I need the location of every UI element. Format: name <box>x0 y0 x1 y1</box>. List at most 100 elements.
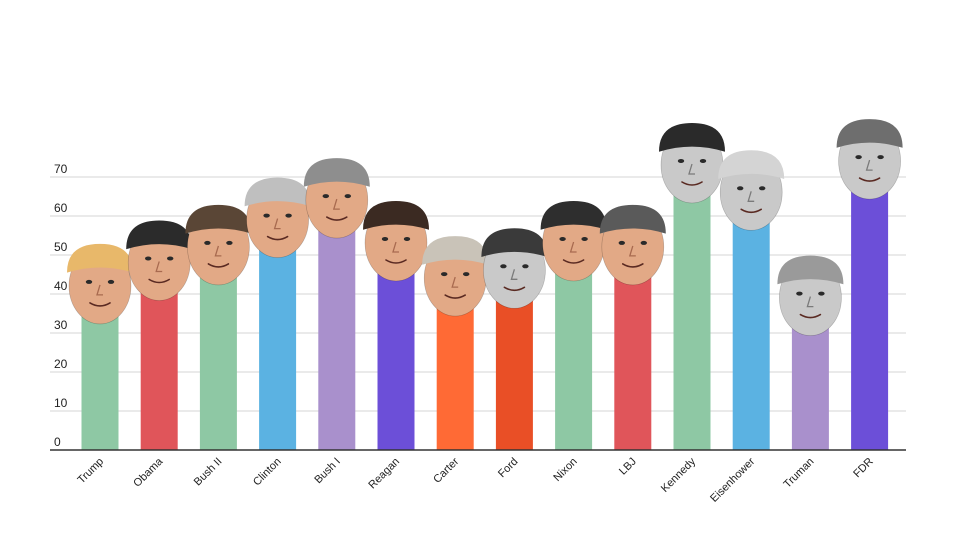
y-tick-label-10: 10 <box>54 396 68 410</box>
face-mouth <box>89 302 111 307</box>
face-carter <box>422 236 489 317</box>
face-right-eye <box>226 240 233 245</box>
face-eisenhower <box>718 150 785 231</box>
face-hair <box>185 204 252 234</box>
face-nixon <box>540 201 607 282</box>
face-trump <box>67 243 133 325</box>
face-hair <box>481 228 548 257</box>
face-clinton <box>244 177 311 258</box>
face-nose <box>332 198 340 210</box>
face-hair <box>836 119 903 148</box>
face-left-eye <box>322 194 329 199</box>
x-label-reagan: Reagan <box>366 456 402 492</box>
x-label-clinton: Clinton <box>251 456 284 489</box>
face-nose <box>451 276 459 288</box>
y-tick-label-0: 0 <box>54 435 61 449</box>
bar-reagan <box>377 255 415 450</box>
x-label-bush-i: Bush I <box>312 456 343 487</box>
bar-nixon <box>555 255 593 450</box>
bar-bush-i <box>318 212 356 450</box>
x-label-trump: Trump <box>75 456 106 487</box>
x-label-truman: Truman <box>782 456 817 491</box>
x-label-bush-ii: Bush II <box>192 456 225 489</box>
x-axis-category-labels: Trump Obama Bush II Clinton Bush I Reagan Cart… <box>75 455 875 505</box>
bar-carter <box>436 290 474 450</box>
face-mouth <box>622 263 644 268</box>
face-hair <box>777 255 844 285</box>
face-left-eye <box>85 279 93 284</box>
face-lbj <box>599 204 666 286</box>
face-mouth <box>207 263 230 268</box>
face-right-eye <box>107 279 115 284</box>
face-right-eye <box>640 240 647 245</box>
face-mouth <box>326 216 348 221</box>
face-hair <box>363 201 429 230</box>
bar-obama <box>140 274 178 450</box>
face-right-eye <box>285 213 292 218</box>
face-right-eye <box>818 291 825 296</box>
face-left-eye <box>618 240 625 245</box>
face-nose <box>569 241 577 253</box>
y-tick-label-40: 40 <box>54 279 68 293</box>
face-right-eye <box>403 237 411 241</box>
face-left-eye <box>441 272 448 277</box>
face-mouth <box>385 259 407 264</box>
face-reagan <box>363 201 429 282</box>
y-axis-tick-labels: 0 10 20 30 40 50 60 70 <box>54 162 68 449</box>
face-mouth <box>799 313 822 319</box>
face-hair <box>422 236 489 265</box>
face-right-eye <box>699 159 707 163</box>
face-right-eye <box>877 155 884 160</box>
face-nose <box>628 245 636 257</box>
face-hair <box>303 158 370 187</box>
face-right-eye <box>167 256 174 261</box>
face-right-eye <box>463 272 470 277</box>
x-label-eisenhower: Eisenhower <box>708 455 757 504</box>
face-right-eye <box>522 264 529 269</box>
face-kennedy <box>659 123 725 204</box>
face-right-eye <box>581 237 588 241</box>
face-left-eye <box>145 256 152 261</box>
face-bush-i <box>303 158 370 239</box>
bars-layer <box>81 173 889 450</box>
x-label-lbj: LBJ <box>617 456 639 478</box>
x-label-nixon: Nixon <box>551 456 579 484</box>
face-hair <box>599 204 666 234</box>
face-mouth <box>266 235 289 241</box>
face-mouth <box>681 181 703 186</box>
bar-fdr <box>851 173 889 450</box>
y-tick-label-30: 30 <box>54 318 68 332</box>
face-nose <box>688 163 695 175</box>
face-ford <box>481 228 548 309</box>
face-hair <box>718 150 785 179</box>
y-tick-label-20: 20 <box>54 357 68 371</box>
face-left-eye <box>559 237 566 241</box>
bar-kennedy <box>673 177 711 450</box>
face-nose <box>96 284 103 296</box>
face-right-eye <box>759 186 766 191</box>
face-nose <box>747 191 755 202</box>
face-mouth <box>444 294 466 299</box>
face-left-eye <box>677 159 685 163</box>
face-hair <box>540 201 607 230</box>
face-hair <box>244 177 311 207</box>
face-mouth <box>562 259 585 264</box>
face-mouth <box>503 286 526 292</box>
y-tick-label-60: 60 <box>54 201 68 215</box>
x-label-ford: Ford <box>496 456 520 480</box>
bar-eisenhower <box>732 204 770 450</box>
face-left-eye <box>381 237 389 241</box>
x-label-obama: Obama <box>131 455 166 490</box>
face-mouth <box>858 177 881 182</box>
faces-layer <box>67 119 903 336</box>
x-label-kennedy: Kennedy <box>659 455 699 495</box>
bar-bush-ii <box>199 258 237 450</box>
bar-lbj <box>614 258 652 450</box>
face-hair <box>126 220 193 250</box>
face-nose <box>392 241 399 253</box>
face-mouth <box>148 278 170 284</box>
y-tick-label-50: 50 <box>54 240 68 254</box>
face-hair <box>659 123 725 152</box>
face-obama <box>126 220 193 301</box>
